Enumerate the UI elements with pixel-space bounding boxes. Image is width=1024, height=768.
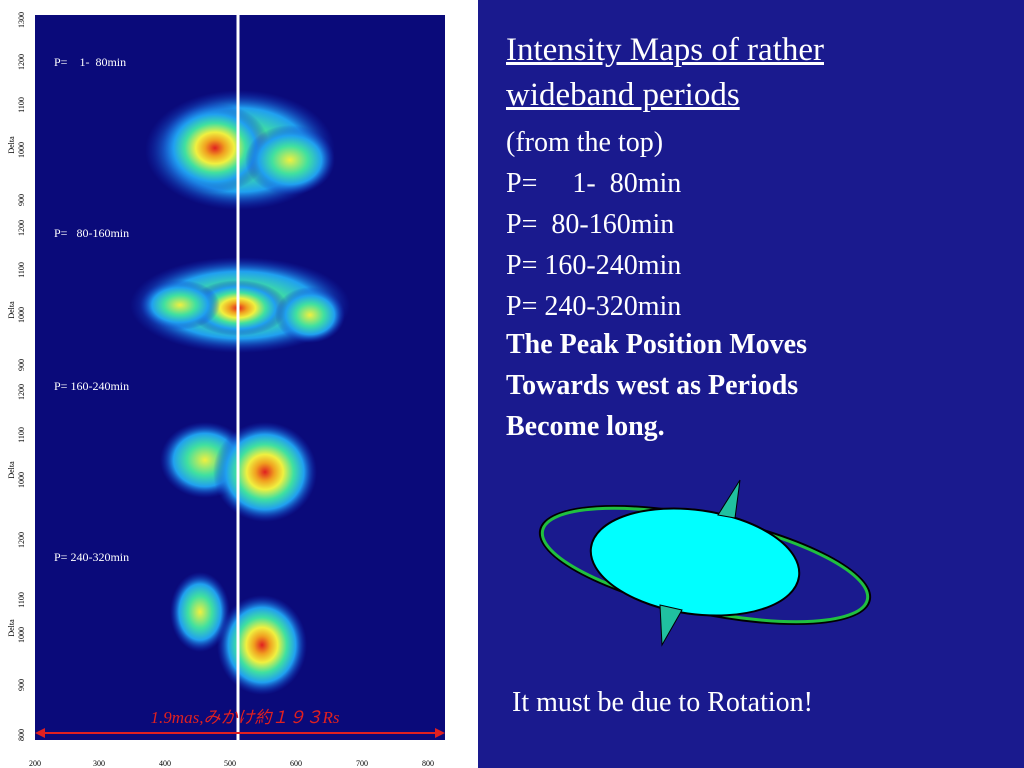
y-tick-label: 1200 [17, 54, 26, 70]
intensity-blob [140, 280, 220, 330]
y-tick-label: 1000 [17, 627, 26, 643]
y-tick-label: 1300 [17, 12, 26, 28]
disk [589, 507, 801, 617]
period-line: P= 160-240min [506, 250, 682, 281]
intensity-maps: P= 1- 80min 1300 1200 1100 1000 900 Delta P= 80… [7, 12, 445, 768]
panel-label: P= 80-160min [54, 226, 129, 240]
axis-label: Delta [7, 301, 16, 319]
period-list: (from the top) P= 1- 80min P= 80-160min P= … [506, 122, 681, 327]
conclusion: The Peak Position Moves Towards west as … [506, 329, 807, 442]
period-line: (from the top) [506, 127, 664, 158]
y-tick-label: 1100 [17, 427, 26, 443]
period-line: P= 240-320min [506, 291, 682, 322]
y-tick-label: 1100 [17, 262, 26, 278]
intensity-blob [217, 595, 307, 695]
x-tick-label: 300 [93, 759, 105, 768]
y-tick-label: 1000 [17, 307, 26, 323]
intensity-blob [170, 572, 230, 652]
y-tick-label: 1200 [17, 220, 26, 236]
y-tick-label: 800 [17, 729, 26, 741]
x-tick-label: 800 [422, 759, 434, 768]
panel-label: P= 240-320min [54, 550, 129, 564]
y-tick-label: 1200 [17, 384, 26, 400]
intensity-blob [275, 287, 345, 343]
y-tick-label: 1000 [17, 142, 26, 158]
y-tick-label: 900 [17, 194, 26, 206]
map-panel: P= 1- 80min 1300 1200 1100 1000 900 Delta P= 80… [0, 0, 478, 768]
rotation-diagram [538, 479, 872, 647]
axis-label: Delta [7, 136, 16, 154]
y-tick-label: 1000 [17, 472, 26, 488]
arrow-head [435, 728, 445, 738]
footer-text: It must be due to Rotation! [512, 687, 813, 718]
y-tick-label: 900 [17, 679, 26, 691]
x-tick-label: 400 [159, 759, 171, 768]
intensity-blob [245, 125, 335, 195]
panel-label: P= 1- 80min [54, 55, 126, 69]
x-tick-label: 600 [290, 759, 302, 768]
arrow-bottom [659, 604, 683, 647]
panel-label: P= 160-240min [54, 379, 129, 393]
y-tick-label: 1200 [17, 532, 26, 548]
arrow-head [35, 728, 45, 738]
intensity-blob [160, 103, 270, 193]
arrow-top [717, 479, 741, 519]
axis-label: Delta [7, 619, 16, 637]
y-tick-label: 1100 [17, 592, 26, 608]
axis-label: Delta [7, 461, 16, 479]
period-line: P= 1- 80min [506, 168, 682, 199]
size-annotation: 1.9mas,みかけ約１９３Rs [151, 708, 340, 727]
period-line: P= 80-160min [506, 209, 675, 240]
x-tick-label: 500 [224, 759, 236, 768]
intensity-blob [213, 422, 317, 522]
x-tick-label: 200 [29, 759, 41, 768]
y-tick-label: 1100 [17, 97, 26, 113]
slide-title: Intensity Maps of rather wideband period… [506, 32, 824, 113]
y-tick-label: 900 [17, 359, 26, 371]
x-tick-label: 700 [356, 759, 368, 768]
